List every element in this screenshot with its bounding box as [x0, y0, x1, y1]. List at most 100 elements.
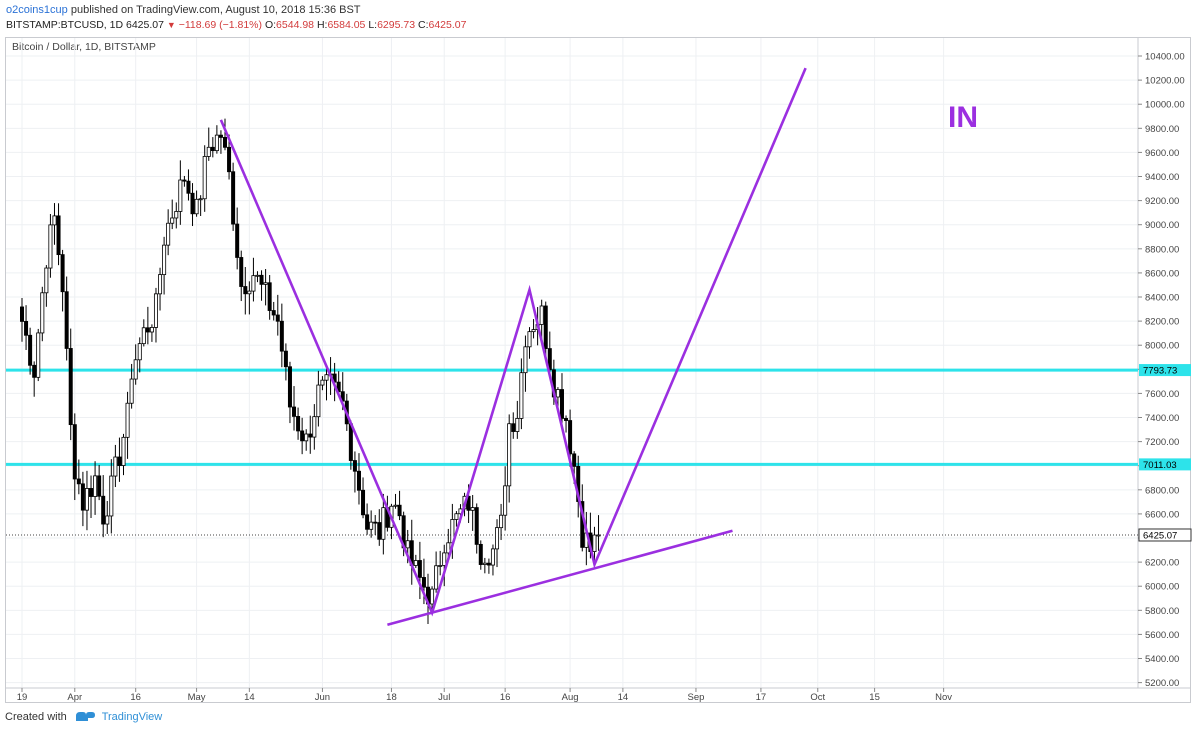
- candle-body: [129, 378, 134, 404]
- y-tick-label: 9800.00: [1145, 124, 1179, 135]
- candle-body: [141, 327, 146, 345]
- candle-body: [572, 453, 577, 467]
- candle-body: [523, 346, 528, 374]
- candle-body: [454, 513, 459, 520]
- x-tick-label: 16: [130, 692, 141, 703]
- y-tick-label: 10200.00: [1145, 76, 1185, 87]
- candle-body: [48, 224, 53, 269]
- candle-body: [109, 475, 114, 517]
- candle-body: [527, 331, 532, 348]
- y-tick-label: 7200.00: [1145, 437, 1179, 448]
- candle-body: [32, 364, 37, 378]
- trend-line[interactable]: [387, 529, 733, 627]
- candle-body: [434, 565, 439, 590]
- open-value: 6544.98: [276, 19, 315, 31]
- candle-body: [507, 423, 512, 487]
- low-value: 6295.73: [377, 19, 416, 31]
- candle-body: [190, 192, 195, 215]
- candle-body: [64, 291, 69, 349]
- candle-body: [255, 274, 260, 277]
- candle-body: [101, 495, 106, 525]
- candle-body: [511, 423, 516, 432]
- candle-body: [486, 562, 491, 566]
- y-tick-label: 6600.00: [1145, 509, 1179, 520]
- publish-info: o2coins1cup published on TradingView.com…: [6, 4, 361, 16]
- candle-body: [356, 470, 361, 491]
- candle-body: [482, 562, 487, 565]
- high-value: 6584.05: [327, 19, 366, 31]
- candle-body: [178, 179, 183, 212]
- candle-body: [503, 485, 508, 516]
- x-tick-label: 14: [618, 692, 629, 703]
- x-tick-label: Jul: [438, 692, 450, 703]
- candle-body: [263, 282, 268, 285]
- candle-body: [478, 543, 483, 565]
- candle-body: [442, 552, 447, 566]
- y-tick-label: 9600.00: [1145, 148, 1179, 159]
- trend-lines[interactable]: [219, 67, 807, 627]
- y-tick-label: 8600.00: [1145, 268, 1179, 279]
- last-price-tag: [1138, 528, 1192, 542]
- candle-body: [352, 460, 357, 472]
- price-axis[interactable]: 5200.00 5400.00 5600.00 5800.00 6000.00 6200.…: [1137, 38, 1185, 689]
- candle-body: [312, 416, 317, 438]
- close-label: C:: [417, 19, 429, 31]
- candle-body: [446, 542, 451, 554]
- x-tick-label: Aug: [562, 692, 579, 703]
- candle-body: [235, 223, 240, 258]
- candle-body: [324, 374, 329, 381]
- candle-body: [72, 424, 77, 480]
- x-tick-label: 18: [386, 692, 397, 703]
- price-change: −118.69 (−1.81%): [178, 19, 263, 31]
- candle-body: [515, 417, 520, 432]
- in-annotation: IN: [948, 101, 978, 134]
- high-label: H:: [316, 19, 328, 31]
- y-tick-label: 5800.00: [1145, 606, 1179, 617]
- candle-body: [296, 416, 301, 432]
- candle-body: [239, 257, 244, 287]
- candle-body: [105, 515, 110, 525]
- level-price-tag: [1139, 458, 1191, 471]
- candle-body: [149, 327, 154, 333]
- y-tick-label: 6200.00: [1145, 558, 1179, 569]
- candle-body: [283, 350, 288, 368]
- candle-body: [365, 514, 370, 530]
- candle-body: [121, 436, 126, 466]
- candle-body: [28, 334, 33, 366]
- candle-body: [89, 488, 94, 497]
- candle-body: [117, 456, 122, 466]
- candle-body: [166, 222, 171, 246]
- candle-body: [97, 475, 102, 497]
- y-tick-label: 5200.00: [1145, 678, 1179, 689]
- x-tick-label: Jun: [315, 692, 330, 703]
- horizontal-levels[interactable]: 6425.07 7793.73 7011.03: [6, 364, 1192, 542]
- candle-body: [300, 430, 305, 442]
- last-price-label: 6425.07: [1143, 530, 1177, 541]
- down-triangle-icon: ▼: [166, 20, 176, 30]
- author-link[interactable]: o2coins1cup: [6, 4, 68, 16]
- x-tick-label: 15: [869, 692, 880, 703]
- candle-body: [56, 215, 61, 256]
- grid: [6, 38, 1138, 688]
- ohlc-line: BITSTAMP:BTCUSD, 1D 6425.07 ▼ −118.69 (−…: [6, 19, 466, 31]
- y-tick-label: 7400.00: [1145, 413, 1179, 424]
- y-tick-label: 8000.00: [1145, 341, 1179, 352]
- candle-body: [287, 366, 292, 408]
- candle-body: [198, 198, 203, 201]
- x-tick-label: May: [188, 692, 206, 703]
- candle-body: [348, 423, 353, 461]
- candle-body: [76, 478, 81, 485]
- candle-body: [543, 305, 548, 349]
- time-axis[interactable]: 19 Apr 16 May 14 Jun 18 Jul 16 Aug 14 Sep 17 Oct 15 Nov: [6, 687, 1190, 703]
- candle-body: [279, 320, 284, 352]
- candle-body: [145, 327, 150, 333]
- candles: [19, 118, 601, 625]
- y-tick-label: 7600.00: [1145, 389, 1179, 400]
- trend-line[interactable]: [219, 67, 807, 617]
- candle-body: [381, 507, 386, 540]
- tradingview-brand[interactable]: TradingView: [101, 711, 163, 723]
- candle-body: [592, 534, 597, 552]
- close-value: 6425.07: [428, 19, 467, 31]
- y-tick-label: 8800.00: [1145, 244, 1179, 255]
